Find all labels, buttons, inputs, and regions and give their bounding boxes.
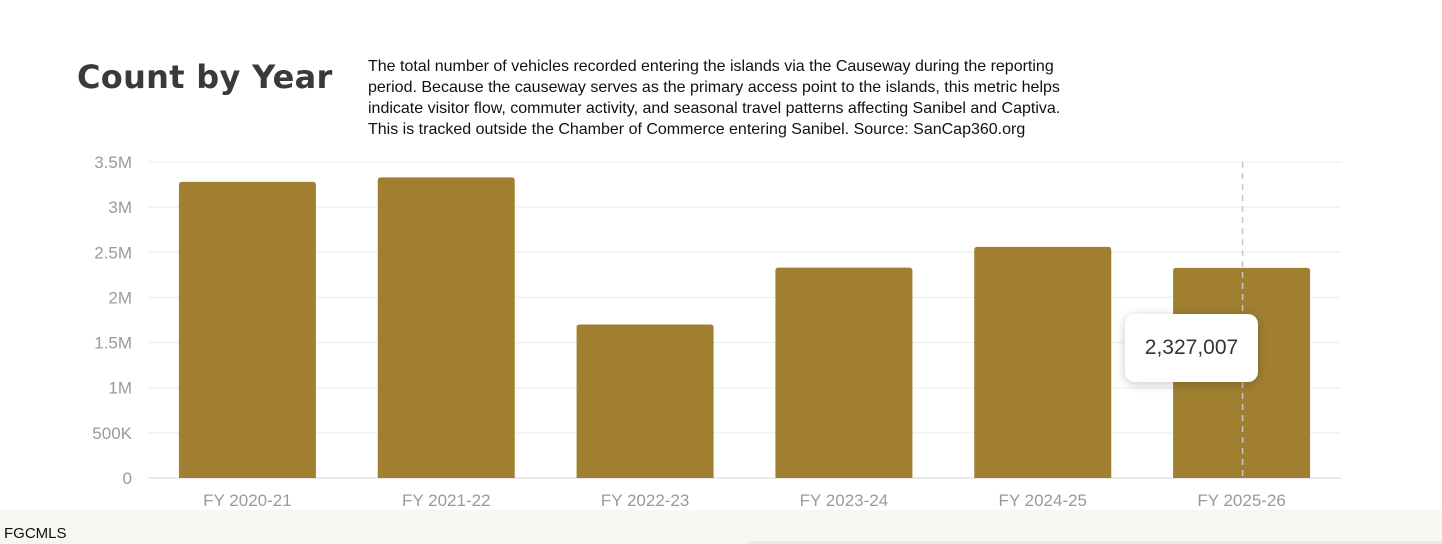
chart-title: Count by Year [77,58,333,96]
x-tick-label: FY 2021-22 [402,491,491,510]
y-tick-label: 2.5M [94,243,132,262]
bar [377,177,515,478]
y-tick-label: 1M [108,379,132,398]
bar [178,181,316,478]
footer-divider [748,541,1442,544]
y-tick-label: 500K [92,424,132,443]
x-tick-label: FY 2024-25 [998,491,1087,510]
value-tooltip: 2,327,007 [1125,314,1258,382]
x-tick-label: FY 2020-21 [203,491,292,510]
x-tick-label: FY 2023-24 [800,491,889,510]
x-tick-label: FY 2022-23 [601,491,690,510]
bar [974,246,1112,478]
y-tick-label: 3M [108,198,132,217]
footer-band [0,510,1442,544]
x-tick-label: FY 2025-26 [1197,491,1286,510]
y-tick-label: 1.5M [94,334,132,353]
bar [775,267,913,478]
y-tick-label: 3.5M [94,153,132,172]
y-tick-label: 0 [123,469,132,488]
bar [576,324,714,478]
y-tick-label: 2M [108,288,132,307]
chart-description: The total number of vehicles recorded en… [368,58,1061,138]
footer-watermark: FGCMLS [4,525,67,542]
